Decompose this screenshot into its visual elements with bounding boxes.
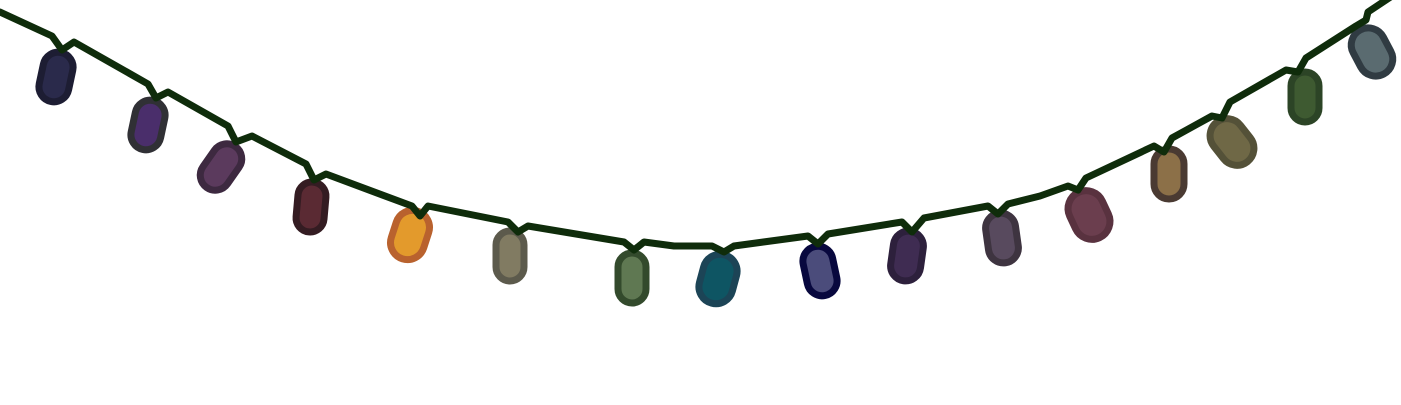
bulb-7 — [614, 249, 650, 307]
bulb-6 — [492, 227, 528, 285]
bulb-12 — [1064, 187, 1114, 243]
bulb-10 — [887, 227, 927, 285]
bulb-1 — [35, 48, 77, 106]
bulb-2 — [127, 96, 169, 154]
bulb-14 — [1206, 115, 1258, 169]
bulb-4 — [292, 178, 330, 236]
bulb-3 — [196, 140, 246, 194]
bulb-5 — [387, 206, 433, 264]
bulb-8 — [695, 250, 741, 308]
bulb-11 — [982, 209, 1022, 267]
bulb-16 — [1347, 24, 1397, 80]
bulbs-group — [35, 24, 1397, 308]
bulb-15 — [1287, 68, 1323, 126]
bulb-13 — [1150, 145, 1188, 203]
light-string-wire — [0, 0, 1393, 256]
bulb-9 — [799, 242, 841, 300]
